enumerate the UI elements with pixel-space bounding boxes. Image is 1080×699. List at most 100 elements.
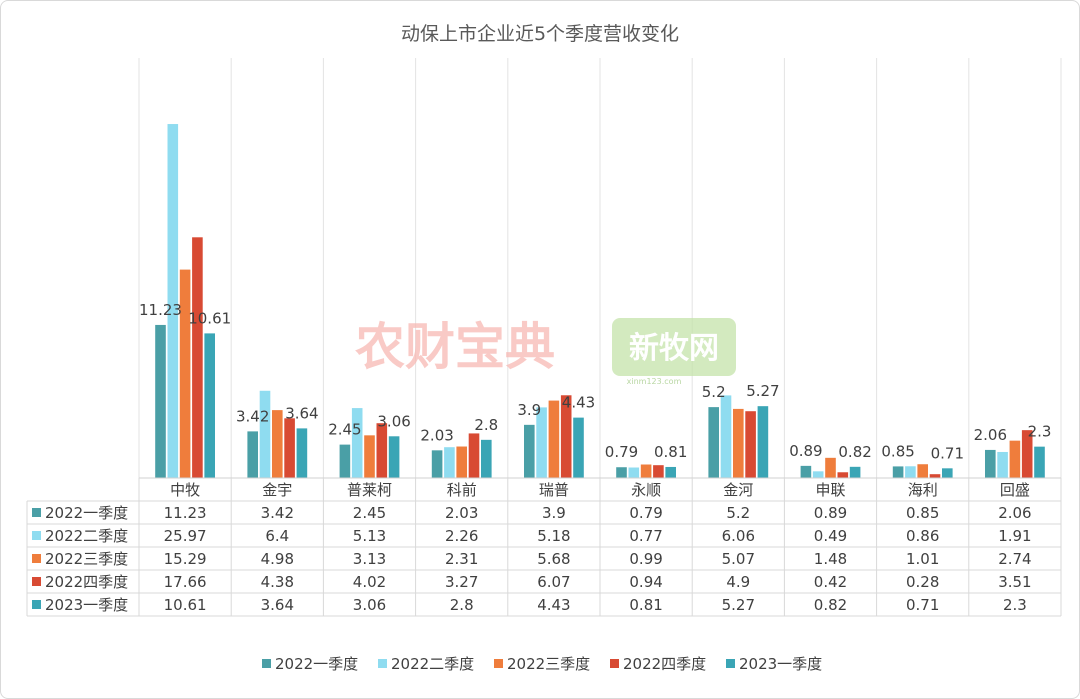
category-label: 金河 bbox=[723, 481, 753, 499]
table-cell: 0.28 bbox=[906, 573, 939, 591]
bar bbox=[1009, 440, 1021, 478]
bar bbox=[745, 411, 756, 478]
bar bbox=[665, 466, 676, 478]
bar bbox=[155, 324, 166, 478]
bar bbox=[259, 390, 271, 478]
category-label: 中牧 bbox=[170, 481, 200, 499]
table-legend-key bbox=[32, 554, 41, 563]
data-label: 0.79 bbox=[605, 443, 638, 461]
table-cell: 3.51 bbox=[998, 573, 1031, 591]
watermark: 农财宝典 新牧网 xinm123.com bbox=[355, 318, 736, 386]
data-label: 0.71 bbox=[931, 444, 964, 462]
bar bbox=[388, 436, 400, 478]
data-label: 5.2 bbox=[702, 383, 726, 401]
table-cell: 15.29 bbox=[164, 550, 207, 568]
data-label: 0.85 bbox=[881, 442, 914, 460]
table-cell: 0.42 bbox=[814, 573, 847, 591]
legend-key bbox=[378, 659, 387, 668]
table-cell: 0.77 bbox=[629, 527, 662, 545]
table-legend-key bbox=[32, 531, 41, 540]
table-cell: 4.98 bbox=[261, 550, 294, 568]
table-cell: 0.82 bbox=[814, 596, 847, 614]
data-label: 2.45 bbox=[328, 421, 361, 439]
data-label: 3.64 bbox=[285, 404, 318, 422]
table-series-name: 2022三季度 bbox=[45, 550, 128, 568]
bar bbox=[917, 464, 928, 478]
bar bbox=[892, 466, 904, 478]
watermark-right-sub: xinm123.com bbox=[627, 377, 682, 386]
bar bbox=[284, 418, 295, 478]
table-cell: 3.06 bbox=[353, 596, 386, 614]
table-cell: 3.64 bbox=[261, 596, 294, 614]
table-cell: 11.23 bbox=[164, 504, 207, 522]
table-cell: 2.8 bbox=[450, 596, 474, 614]
bar bbox=[192, 237, 203, 478]
table-cell: 3.9 bbox=[542, 504, 566, 522]
data-label: 10.61 bbox=[188, 309, 231, 327]
table-cell: 0.86 bbox=[906, 527, 939, 545]
bar bbox=[628, 467, 640, 478]
category-label: 申联 bbox=[815, 481, 845, 499]
data-label: 2.3 bbox=[1028, 423, 1052, 441]
legend-label: 2022二季度 bbox=[391, 655, 474, 673]
bar bbox=[837, 472, 849, 478]
legend-key bbox=[262, 659, 271, 668]
bar bbox=[272, 410, 283, 478]
table-series-name: 2023一季度 bbox=[45, 596, 128, 614]
data-table: 中牧 金宇 普莱柯 科前 瑞普 永顺 金河 申联 海利 回盛 2022一季度 11.23 3.42 2.4… bbox=[26, 478, 1062, 617]
table-cell: 6.4 bbox=[265, 527, 289, 545]
watermark-right: 新牧网 bbox=[629, 331, 719, 366]
table-series-name: 2022一季度 bbox=[45, 504, 128, 522]
data-label: 3.42 bbox=[236, 407, 269, 425]
table-cell: 0.94 bbox=[629, 573, 662, 591]
watermark-left: 农财宝典 bbox=[355, 318, 555, 376]
bar bbox=[444, 447, 455, 478]
bar bbox=[997, 451, 1008, 478]
data-label: 0.81 bbox=[654, 443, 687, 461]
bar bbox=[985, 449, 996, 478]
data-label: 3.06 bbox=[377, 412, 410, 430]
table-cell: 6.07 bbox=[537, 573, 570, 591]
table-cell: 17.66 bbox=[164, 573, 207, 591]
bar bbox=[653, 465, 664, 478]
table-series-name: 2022四季度 bbox=[45, 573, 128, 591]
bar bbox=[708, 407, 719, 478]
bar bbox=[351, 408, 363, 478]
watermark-badge bbox=[612, 318, 736, 376]
table-cell: 0.71 bbox=[906, 596, 939, 614]
table-cell: 5.27 bbox=[722, 596, 755, 614]
bar bbox=[431, 450, 443, 478]
table-cell: 5.68 bbox=[537, 550, 570, 568]
bars bbox=[155, 124, 1045, 479]
table-cell: 3.42 bbox=[261, 504, 294, 522]
table-cell: 2.45 bbox=[353, 504, 386, 522]
category-label: 科前 bbox=[447, 481, 477, 499]
table-cell: 1.48 bbox=[814, 550, 847, 568]
data-label: 3.9 bbox=[517, 401, 541, 419]
table-cell: 6.06 bbox=[722, 527, 755, 545]
table-legend-key bbox=[32, 508, 41, 517]
legend-key bbox=[726, 659, 735, 668]
bar bbox=[456, 446, 467, 478]
table-cell: 0.81 bbox=[629, 596, 662, 614]
table-cell: 2.3 bbox=[1003, 596, 1027, 614]
table-cell: 5.2 bbox=[726, 504, 750, 522]
legend-label: 2023一季度 bbox=[739, 655, 822, 673]
category-label: 金宇 bbox=[262, 481, 292, 499]
bar bbox=[1021, 430, 1033, 478]
data-label: 4.43 bbox=[562, 394, 595, 412]
bar bbox=[376, 423, 388, 478]
bar bbox=[812, 471, 824, 478]
bar bbox=[942, 468, 953, 478]
table-cell: 2.03 bbox=[445, 504, 478, 522]
data-label: 5.27 bbox=[746, 382, 779, 400]
data-label: 0.82 bbox=[838, 443, 871, 461]
table-cell: 1.91 bbox=[998, 527, 1031, 545]
data-label: 2.03 bbox=[420, 426, 453, 444]
bar bbox=[524, 424, 535, 478]
bar bbox=[757, 406, 769, 478]
table-cell: 2.06 bbox=[998, 504, 1031, 522]
bar bbox=[733, 408, 744, 478]
table-cell: 3.13 bbox=[353, 550, 386, 568]
data-label: 2.06 bbox=[974, 426, 1007, 444]
